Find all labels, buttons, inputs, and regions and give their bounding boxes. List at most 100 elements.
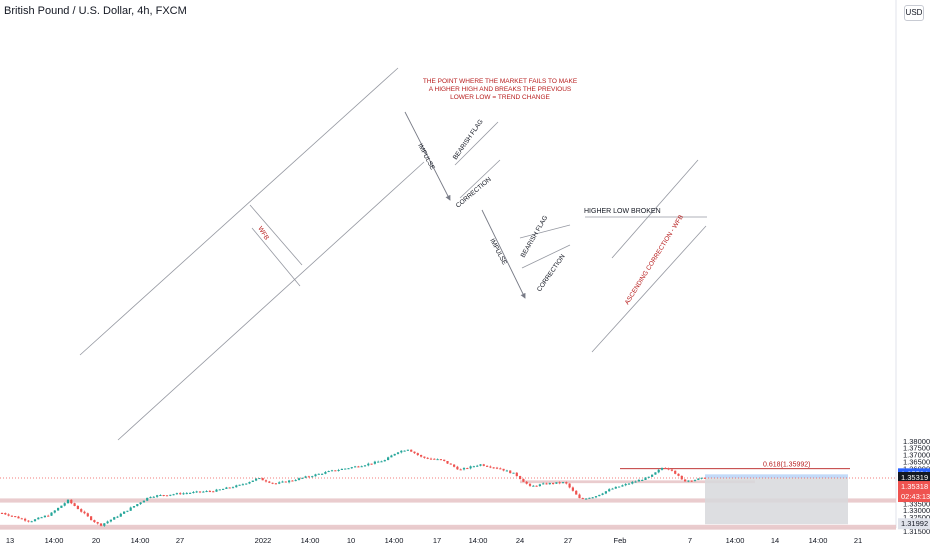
candle-body: [383, 460, 386, 462]
candle-body: [63, 503, 66, 506]
channel-lower: [117, 161, 425, 441]
candle-body: [677, 473, 680, 476]
impulse-arrow-2: [481, 209, 526, 299]
candle-body: [492, 467, 495, 469]
candle-body: [466, 468, 469, 470]
candle-body: [693, 479, 697, 481]
candle-body: [456, 466, 459, 470]
x-tick-label: 24: [516, 536, 524, 545]
candle-body: [469, 466, 472, 469]
candle-body: [27, 520, 30, 522]
candle-body: [509, 470, 512, 474]
candle-body: [57, 507, 60, 511]
candle-body: [446, 460, 449, 464]
candle-body: [179, 493, 182, 495]
x-tick-label: 7: [688, 536, 692, 545]
wfb-label-1: WFB: [256, 225, 270, 241]
candle-body: [637, 479, 640, 482]
candle-body: [297, 478, 301, 481]
candle-body: [631, 481, 634, 484]
candle-body: [96, 522, 99, 524]
y-tick-label: 1.33000: [903, 506, 930, 515]
candle-body: [251, 480, 254, 482]
candle-body: [548, 483, 551, 485]
higher-low-label: HIGHER LOW BROKEN: [584, 208, 661, 215]
candle-body: [545, 483, 548, 485]
candle-body: [159, 495, 162, 497]
entry-price-label-bg: [898, 481, 930, 493]
candle-body: [212, 491, 215, 493]
candle-body: [228, 487, 231, 489]
y-tick-label: 1.33500: [903, 499, 930, 508]
candle-body: [489, 466, 492, 468]
flag-upper: [454, 121, 499, 166]
chart-title: British Pound / U.S. Dollar, 4h, FXCM: [4, 5, 187, 17]
candle-body: [165, 495, 169, 497]
candle-body: [278, 482, 281, 484]
y-tick-label: 1.37500: [903, 444, 930, 453]
candle-body: [482, 464, 485, 466]
candle-body: [512, 472, 515, 474]
candle-body: [123, 511, 126, 514]
x-tick-label: 20: [92, 536, 100, 545]
candle-body: [565, 482, 568, 484]
x-tick-label: 17: [433, 536, 441, 545]
candle-body: [410, 449, 413, 452]
candle-body: [433, 458, 436, 460]
candle-body: [195, 491, 198, 493]
candle-body: [66, 499, 70, 504]
candle-body: [225, 487, 228, 489]
candle-body: [347, 468, 350, 470]
wfb-line-lower: [251, 227, 301, 287]
x-tick-label: 14:00: [726, 536, 745, 545]
zone-support-middle: [0, 498, 896, 503]
x-tick-label: 14: [771, 536, 779, 545]
candle-body: [651, 474, 654, 477]
candle-body: [281, 481, 284, 483]
candle-body: [377, 461, 380, 463]
candle-body: [241, 484, 244, 486]
currency-selector[interactable]: USD: [904, 5, 924, 21]
candle-body: [453, 464, 456, 467]
candle-body: [142, 500, 145, 503]
candle-body: [367, 463, 370, 466]
candle-body: [472, 466, 475, 468]
candle-body: [317, 473, 320, 475]
impulse-label-2: IMPULSE: [488, 238, 508, 267]
candle-body: [192, 492, 195, 494]
x-tick-label: Feb: [614, 536, 627, 545]
candle-body: [202, 491, 205, 493]
candle-body: [416, 453, 419, 456]
x-tick-label: 21: [854, 536, 862, 545]
candle-body: [697, 478, 700, 480]
candle-body: [522, 478, 525, 482]
candle-body: [555, 482, 558, 484]
candle-body: [255, 478, 258, 481]
candle-body: [238, 484, 241, 486]
candle-body: [294, 480, 297, 482]
candle-body: [90, 516, 93, 521]
candle-body: [654, 472, 657, 475]
candle-body: [515, 472, 518, 477]
candle-body: [73, 503, 76, 506]
candle-body: [7, 514, 10, 516]
x-tick-label: 14:00: [45, 536, 64, 545]
candle-body: [24, 518, 27, 521]
candle-body: [604, 491, 607, 494]
candle-body: [205, 491, 208, 493]
candle-body: [439, 459, 442, 461]
candle-body: [307, 476, 310, 478]
candle-body: [667, 468, 670, 470]
candle-body: [218, 489, 221, 491]
wfb-line-upper: [249, 204, 303, 266]
y-tick-label: 1.38000: [903, 437, 930, 446]
asc-lower: [591, 225, 707, 353]
candle-body: [647, 476, 650, 478]
candle-body: [258, 478, 261, 480]
candle-body: [406, 449, 409, 451]
candle-body: [119, 513, 122, 517]
candle-body: [680, 475, 683, 480]
candle-body: [627, 483, 631, 485]
flag2-upper: [519, 224, 571, 239]
